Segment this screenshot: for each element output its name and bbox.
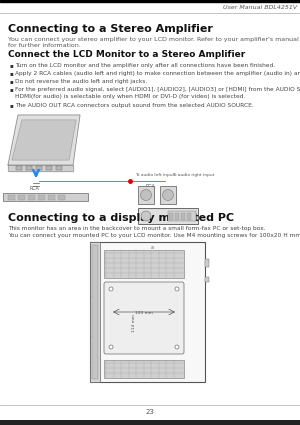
Text: B: B bbox=[91, 374, 95, 380]
Circle shape bbox=[141, 211, 151, 221]
FancyBboxPatch shape bbox=[104, 282, 184, 354]
Text: +: + bbox=[91, 334, 95, 340]
Bar bbox=[181, 213, 185, 220]
Bar bbox=[8, 195, 15, 200]
Text: +: + bbox=[91, 360, 95, 365]
Bar bbox=[92, 245, 98, 379]
Bar bbox=[104, 360, 184, 378]
Text: To audio left input: To audio left input bbox=[135, 173, 174, 177]
Bar bbox=[26, 166, 32, 170]
Circle shape bbox=[109, 345, 113, 349]
Bar bbox=[18, 195, 25, 200]
Text: ▪: ▪ bbox=[10, 79, 14, 84]
Bar bbox=[0, 420, 300, 425]
Text: 114 mm: 114 mm bbox=[132, 314, 136, 332]
Bar bbox=[187, 213, 191, 220]
Text: Do not reverse the audio left and right jacks.: Do not reverse the audio left and right … bbox=[15, 79, 147, 84]
Text: Connect the LCD Monitor to a Stereo Amplifier: Connect the LCD Monitor to a Stereo Ampl… bbox=[8, 50, 245, 59]
Bar bbox=[205, 277, 209, 282]
Circle shape bbox=[175, 287, 179, 291]
Bar bbox=[48, 195, 55, 200]
Text: Turn on the LCD monitor and the amplifier only after all connections have been f: Turn on the LCD monitor and the amplifie… bbox=[15, 63, 275, 68]
Bar bbox=[58, 195, 65, 200]
Polygon shape bbox=[8, 165, 73, 171]
Bar bbox=[38, 195, 45, 200]
Text: 23: 23 bbox=[146, 409, 154, 415]
Circle shape bbox=[109, 287, 113, 291]
Text: To audio right input: To audio right input bbox=[172, 173, 214, 177]
Bar bbox=[56, 166, 62, 170]
Text: 100 mm: 100 mm bbox=[135, 311, 153, 315]
Text: ▪: ▪ bbox=[10, 63, 14, 68]
Circle shape bbox=[163, 190, 173, 201]
Text: RCA: RCA bbox=[30, 186, 40, 191]
Text: User Manual BDL4251V: User Manual BDL4251V bbox=[223, 5, 297, 9]
Bar bbox=[90, 242, 205, 382]
Circle shape bbox=[175, 345, 179, 349]
Bar bbox=[90, 242, 100, 382]
Text: The AUDIO OUT RCA connectors output sound from the selected AUDIO SOURCE.: The AUDIO OUT RCA connectors output soun… bbox=[15, 103, 254, 108]
Bar bbox=[16, 166, 22, 170]
Bar bbox=[168, 211, 196, 221]
Text: Apply 2 RCA cables (audio left and right) to make connection between the amplifi: Apply 2 RCA cables (audio left and right… bbox=[15, 71, 300, 76]
Text: For the preferred audio signal, select [AUDIO1], [AUDIO2], [AUDIO3] or [HDMI] fr: For the preferred audio signal, select [… bbox=[15, 87, 300, 92]
Text: This monitor has an area in the backcover to mount a small form-fax PC or set-to: This monitor has an area in the backcove… bbox=[8, 226, 266, 231]
Bar bbox=[138, 186, 154, 204]
Bar bbox=[0, 0, 300, 2]
Bar bbox=[104, 250, 184, 278]
Bar bbox=[160, 186, 176, 204]
Text: Connecting to a Stereo Amplifier: Connecting to a Stereo Amplifier bbox=[8, 24, 213, 34]
Bar bbox=[138, 208, 198, 224]
Text: You can connect your mounted PC to your LCD monitor. Use M4 mounting screws for : You can connect your mounted PC to your … bbox=[8, 233, 300, 238]
Text: Connecting to a display mounted PC: Connecting to a display mounted PC bbox=[8, 213, 234, 223]
Text: RCA: RCA bbox=[145, 184, 155, 189]
Bar bbox=[175, 213, 179, 220]
Polygon shape bbox=[12, 120, 76, 160]
Bar bbox=[36, 166, 42, 170]
Bar bbox=[3, 193, 88, 201]
Text: ▪: ▪ bbox=[10, 103, 14, 108]
Text: HDMI(for audio) is selectable only when HDMI or DVI-D (for video) is selected.: HDMI(for audio) is selectable only when … bbox=[15, 94, 245, 99]
Bar bbox=[169, 213, 173, 220]
Text: a: a bbox=[151, 244, 154, 249]
Text: +: + bbox=[91, 295, 95, 300]
Text: ▪: ▪ bbox=[10, 71, 14, 76]
Text: You can connect your stereo amplifier to your LCD monitor. Refer to your amplifi: You can connect your stereo amplifier to… bbox=[8, 37, 299, 48]
Bar bbox=[28, 195, 35, 200]
Bar bbox=[205, 259, 209, 267]
Bar bbox=[46, 166, 52, 170]
Text: ▪: ▪ bbox=[10, 87, 14, 92]
Circle shape bbox=[140, 190, 152, 201]
Polygon shape bbox=[8, 115, 80, 165]
